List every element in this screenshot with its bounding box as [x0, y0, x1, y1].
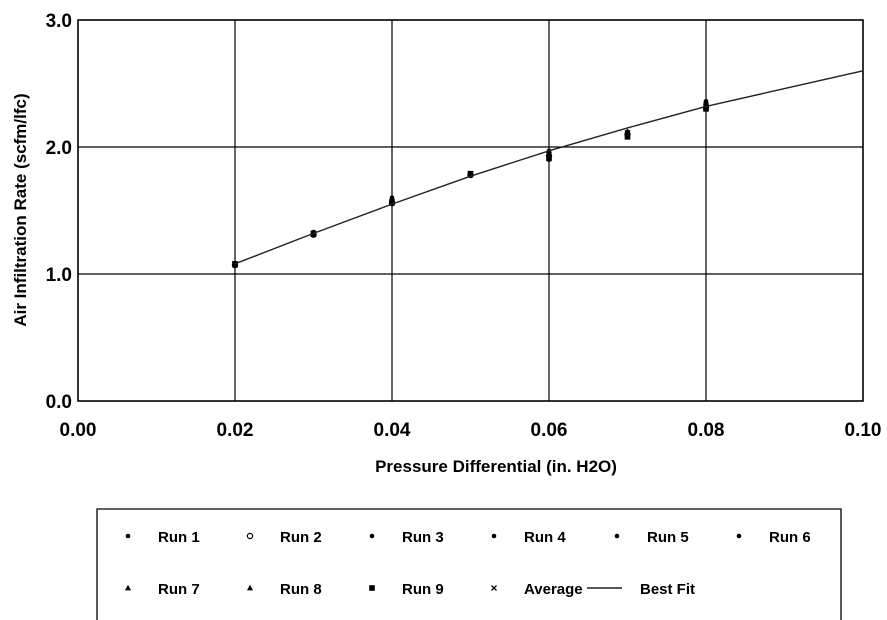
legend-label-run-7: Run 7 — [158, 581, 200, 598]
x-tick-label: 0.10 — [845, 420, 882, 441]
y-tick-label: 1.0 — [46, 265, 72, 286]
legend-label-average: Average — [524, 581, 583, 598]
legend-label-best-fit: Best Fit — [640, 581, 695, 598]
x-tick-label: 0.00 — [60, 420, 97, 441]
legend-label-run-8: Run 8 — [280, 581, 322, 598]
series-best-fit — [234, 70, 864, 265]
y-tick-label: 2.0 — [46, 138, 72, 159]
x-axis-label: Pressure Differential (in. H2O) — [375, 457, 617, 476]
data-point-run-9 — [624, 134, 631, 140]
y-axis-ticks: 0.0 1.0 2.0 3.0 — [46, 11, 72, 413]
x-tick-label: 0.06 — [531, 420, 568, 441]
data-point-average — [624, 130, 631, 136]
legend-label-run-4: Run 4 — [524, 529, 566, 546]
x-tick-label: 0.04 — [374, 420, 411, 441]
legend-label-run-2: Run 2 — [280, 529, 322, 546]
y-tick-label: 0.0 — [46, 392, 72, 413]
legend-swatch-run-9 — [369, 585, 375, 591]
data-point-run-9 — [389, 200, 395, 206]
legend-swatch-run-6 — [736, 533, 742, 539]
x-axis-ticks: 0.00 0.02 0.04 0.06 0.08 0.10 — [60, 420, 882, 441]
legend-swatch-run-4 — [491, 533, 497, 539]
legend-swatch-run-8 — [247, 584, 253, 591]
y-tick-label: 3.0 — [46, 11, 72, 32]
legend-label-run-1: Run 1 — [158, 529, 200, 546]
legend-swatch-run-1 — [125, 533, 131, 539]
legend-frame — [96, 508, 842, 620]
plot-area — [77, 19, 864, 402]
data-point-run-9 — [703, 106, 709, 112]
legend: Run 1 Run 2 Run 3 Run 4 Run 5 Run 6 Run 7 Run 8… — [96, 508, 842, 620]
legend-swatch-average — [491, 585, 497, 591]
data-point-average — [232, 260, 238, 267]
legend-label-run-6: Run 6 — [769, 529, 811, 546]
legend-swatch-run-5 — [614, 533, 620, 539]
legend-label-run-3: Run 3 — [402, 529, 444, 546]
legend-label-run-9: Run 9 — [402, 581, 444, 598]
series-layer — [231, 70, 864, 269]
y-axis-label: Air Infiltration Rate (scfm/lfc) — [11, 93, 30, 326]
legend-swatch-run-2 — [246, 532, 254, 540]
data-point-run-9 — [546, 155, 552, 162]
data-point-run-7 — [546, 150, 552, 156]
best-fit-line — [234, 70, 864, 265]
x-tick-label: 0.08 — [688, 420, 725, 441]
legend-label-run-5: Run 5 — [647, 529, 689, 546]
legend-swatch-run-3 — [369, 533, 375, 539]
data-point-average — [546, 151, 552, 158]
plot-frame — [77, 19, 864, 402]
legend-swatch-run-7 — [125, 584, 131, 591]
x-tick-label: 0.02 — [217, 420, 254, 441]
